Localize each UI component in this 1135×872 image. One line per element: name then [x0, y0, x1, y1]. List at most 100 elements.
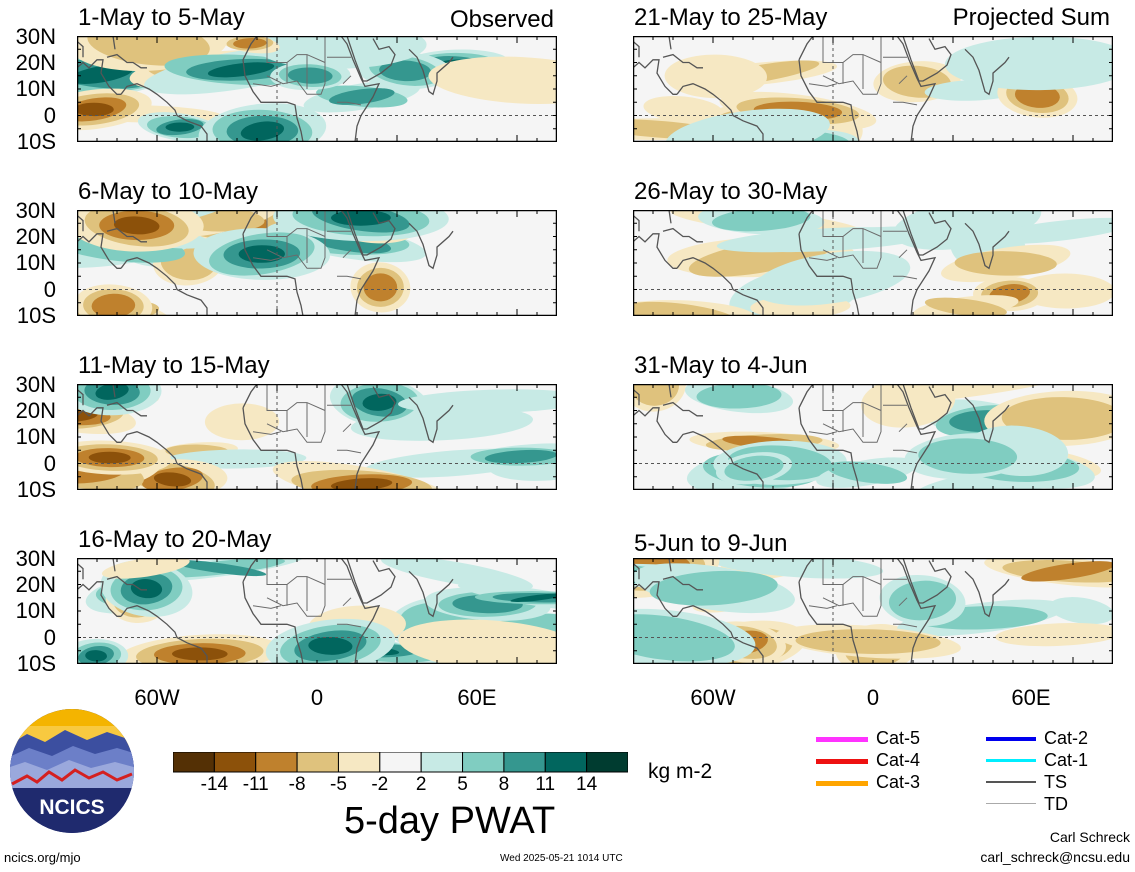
- coastline: [964, 396, 1010, 444]
- moist-anomaly-contour: [484, 449, 557, 464]
- coastline: [408, 222, 454, 270]
- country-border: [342, 249, 352, 259]
- lat-label-0-panel3: 0: [43, 451, 56, 476]
- lon-label-60w-right: 60W: [690, 685, 736, 710]
- footer-email[interactable]: carl_schreck@ncsu.edu: [980, 849, 1130, 865]
- lat-label-30n-panel3: 30N: [15, 372, 56, 397]
- moist-anomaly-contour: [95, 384, 129, 400]
- dry-anomaly-contour: [153, 472, 192, 487]
- dry-anomaly-contour: [643, 96, 724, 123]
- coastline: [346, 384, 396, 430]
- moist-anomaly-contour: [240, 121, 285, 141]
- coastline: [408, 396, 454, 444]
- country-border: [822, 384, 882, 443]
- coastline: [798, 233, 860, 316]
- dry-anomaly-contour: [954, 251, 1057, 276]
- map-panel-proj-3: [633, 384, 1113, 490]
- colorbar-swatch: [420, 752, 464, 773]
- legend-line-cat5: [816, 737, 868, 742]
- colorbar-swatch: [296, 752, 339, 773]
- coastline: [106, 575, 147, 591]
- legend-line-td: [986, 803, 1036, 804]
- moist-anomaly-contour: [207, 62, 275, 78]
- coastline: [112, 36, 116, 50]
- dry-anomaly-contour: [101, 558, 190, 579]
- moist-anomaly-contour: [329, 88, 395, 105]
- country-border: [266, 36, 326, 95]
- panel-title-proj-2: 26-May to 30-May: [634, 178, 828, 205]
- dry-anomaly-contour: [172, 647, 228, 661]
- moist-anomaly-contour: [362, 393, 397, 411]
- observed-label: Observed: [449, 6, 554, 33]
- map-frame: [633, 36, 1113, 142]
- map-panel-proj-4: [633, 558, 1113, 664]
- coastline: [242, 407, 304, 490]
- legend-label-cat1: Cat-1: [1044, 750, 1089, 770]
- coastline: [242, 59, 304, 142]
- coastline: [242, 210, 258, 235]
- coastline: [112, 210, 116, 224]
- moist-anomaly-contour: [379, 60, 432, 82]
- lat-label-10s-panel2: 10S: [16, 303, 56, 328]
- colorbar-tick-label: -14: [200, 774, 229, 795]
- moist-anomaly-contour: [711, 210, 811, 232]
- coastline: [662, 401, 703, 417]
- colorbar-tick-label: 2: [415, 774, 427, 795]
- lat-label-30n-panel2: 30N: [15, 198, 56, 223]
- coastline: [408, 48, 454, 96]
- coastline: [633, 214, 640, 232]
- coastline: [77, 388, 84, 406]
- lat-label-0-panel2: 0: [43, 277, 56, 302]
- moist-anomaly-contour: [287, 67, 333, 84]
- logo-text: NCICS: [39, 796, 104, 819]
- lon-label-60w-left: 60W: [134, 685, 180, 710]
- country-border: [252, 431, 282, 435]
- country-border: [252, 83, 282, 87]
- moist-anomaly-contour: [696, 384, 782, 409]
- coastline: [798, 210, 814, 235]
- country-border: [898, 423, 908, 433]
- country-border: [808, 605, 838, 609]
- legend-label-ts: TS: [1044, 772, 1068, 792]
- country-border: [822, 210, 882, 269]
- legend-line-cat4: [816, 759, 868, 764]
- map-frame: [77, 36, 557, 142]
- moist-anomaly-contour: [165, 122, 195, 132]
- map-frame: [77, 558, 557, 664]
- coastline: [120, 431, 208, 490]
- footer-timestamp: Wed 2025-05-21 1014 UTC: [500, 853, 623, 864]
- lat-label-10n-panel3: 10N: [15, 424, 56, 449]
- colorbar-tick-label: 14: [576, 774, 598, 795]
- country-border: [266, 558, 326, 617]
- legend-line-cat2: [986, 737, 1036, 741]
- coastline: [346, 36, 396, 82]
- panel-title-proj-1: 21-May to 25-May: [634, 4, 828, 31]
- moist-anomaly-contour: [308, 636, 353, 655]
- moist-anomaly-contour: [827, 461, 908, 484]
- coastline: [408, 570, 454, 618]
- moist-anomaly-contour: [724, 455, 784, 481]
- dry-anomaly-contour: [77, 102, 114, 117]
- colorbar-swatch: [213, 752, 257, 773]
- coastline: [798, 59, 860, 142]
- colorbar-tick-label: -11: [242, 774, 269, 795]
- colorbar-tick-label: 11: [535, 774, 556, 795]
- coastline: [633, 59, 677, 95]
- footer-url[interactable]: ncics.org/mjo: [4, 850, 81, 865]
- projected-label: Projected Sum: [952, 4, 1110, 31]
- moist-anomaly-contour: [918, 438, 1018, 474]
- coastline: [633, 581, 677, 617]
- colorbar-swatch: [462, 752, 505, 773]
- legend-label-cat5: Cat-5: [876, 728, 921, 748]
- moist-anomaly-contour: [510, 593, 557, 602]
- panel-title-proj-3: 31-May to 4-Jun: [634, 352, 808, 379]
- dry-anomaly-contour: [795, 629, 941, 654]
- moist-anomaly-contour: [716, 227, 915, 253]
- colorbar-swatch: [503, 752, 546, 773]
- coastline: [633, 388, 640, 406]
- colorbar-swatch: [255, 752, 298, 773]
- dry-anomaly-contour: [428, 56, 557, 104]
- lat-label-20n-panel4: 20N: [15, 572, 56, 597]
- country-border: [822, 558, 882, 617]
- legend-line-ts: [986, 781, 1036, 783]
